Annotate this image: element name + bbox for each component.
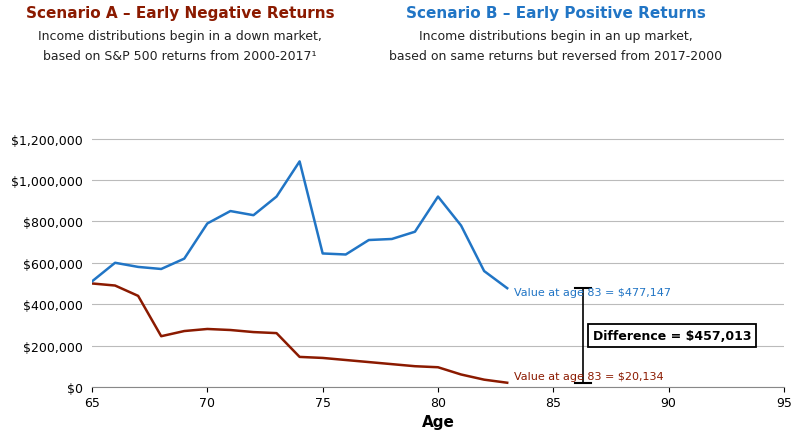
Text: Difference = $457,013: Difference = $457,013 — [593, 329, 751, 342]
Text: Value at age 83 = $477,147: Value at age 83 = $477,147 — [514, 287, 671, 297]
Text: Scenario A – Early Negative Returns: Scenario A – Early Negative Returns — [26, 6, 334, 22]
Text: based on S&P 500 returns from 2000-2017¹: based on S&P 500 returns from 2000-2017¹ — [43, 49, 317, 62]
X-axis label: Age: Age — [422, 415, 454, 430]
Text: based on same returns but reversed from 2017-2000: based on same returns but reversed from … — [390, 49, 722, 62]
Text: Value at age 83 = $20,134: Value at age 83 = $20,134 — [514, 371, 664, 381]
Text: Scenario B – Early Positive Returns: Scenario B – Early Positive Returns — [406, 6, 706, 22]
Text: Income distributions begin in an up market,: Income distributions begin in an up mark… — [419, 30, 693, 43]
Text: Income distributions begin in a down market,: Income distributions begin in a down mar… — [38, 30, 322, 43]
Y-axis label: Account Value: Account Value — [0, 203, 4, 313]
